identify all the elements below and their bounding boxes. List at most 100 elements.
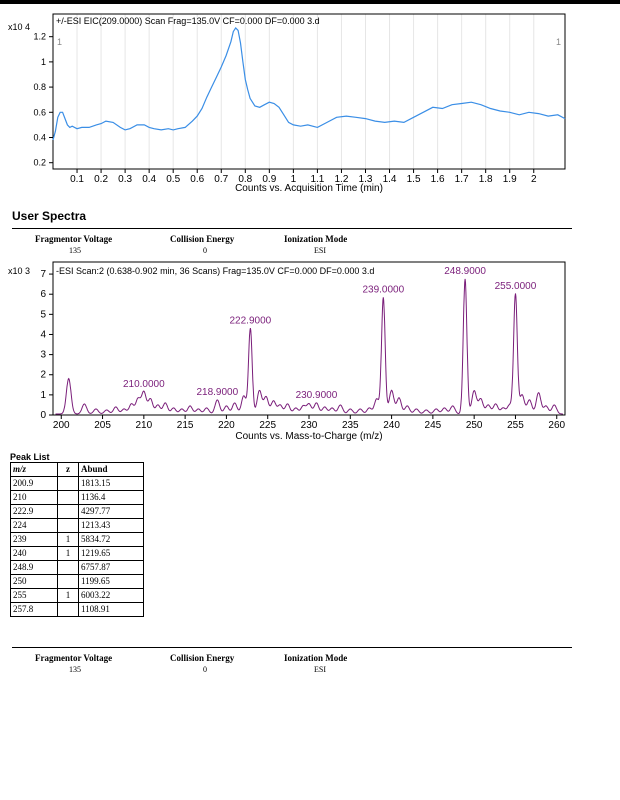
table-row: 250 1199.65 [10,574,144,589]
eic-x-tick-label: 1.9 [503,174,517,185]
cell-mz: 250 [10,574,58,589]
eic-corner-right: 1 [556,37,561,47]
peak-list-table: m/z z Abund 200.9 1813.15 210 1136.4 222.9… [10,462,144,617]
eic-x-tick-label: 1.4 [383,174,397,185]
cell-abund: 1136.4 [78,490,144,505]
cell-abund: 1813.15 [78,476,144,491]
column-header-z: z [57,462,79,477]
eic-x-tick-label: 0.4 [142,174,156,185]
ionization-mode-label-bottom: Ionization Mode [284,653,348,663]
eic-x-tick-label: 0.1 [70,174,84,185]
cell-mz: 200.9 [10,476,58,491]
eic-x-tick-label: 1.2 [334,174,348,185]
eic-y-ticks: 0.2 0.4 0.6 0.8 1 1.2 [33,32,53,168]
spectrum-y-tick-label: 1 [40,390,46,401]
spectrum-trace-line [55,278,563,415]
peak-list-header-row: m/z z Abund [10,462,144,477]
eic-x-tick-label: 1.1 [310,174,324,185]
spectrum-peak-label: 210.0000 [123,379,165,390]
spectrum-x-ticks: 200 205 210 215 220 225 230 235 240 245 250 255 260 [53,415,566,431]
cell-z: 1 [57,532,79,547]
eic-x-axis-label: Counts vs. Acquisition Time (min) [235,183,383,194]
spectrum-x-tick-label: 250 [466,420,483,431]
eic-chart: x10 4 0.20.40.60.811.2 0.1 0.2 0.3 0.4 0.5 0.… [8,13,566,194]
eic-y-tick-label: 0.8 [33,82,46,92]
cell-abund: 6003.22 [78,588,144,603]
ionization-mode-value-bottom: ESI [314,665,326,674]
eic-x-tick-label: 1.6 [431,174,445,185]
cell-abund: 4297.77 [78,504,144,519]
page-top-rule [0,0,620,4]
spectrum-x-tick-label: 205 [94,420,111,431]
spectrum-peak-labels: 210.0000 218.9000 222.9000 230.9000 239.0000… [123,266,537,401]
cell-z [57,490,79,505]
table-row: 255 1 6003.22 [10,588,144,603]
eic-y-tick-label: 0.6 [33,107,46,117]
spectrum-peak-label: 239.0000 [362,285,404,296]
eic-x-tick-label: 0.7 [214,174,228,185]
spectrum-x-tick-label: 245 [425,420,442,431]
cell-z [57,574,79,589]
spectrum-x-axis-label: Counts vs. Mass-to-Charge (m/z) [235,431,382,442]
section-title: User Spectra [12,209,87,223]
eic-x-tick-label: 0.9 [262,174,276,185]
cell-mz: 248.9 [10,560,58,575]
spectrum-y-tick-label: 6 [40,289,46,300]
table-row: 210 1136.4 [10,490,144,505]
eic-corner-left: 1 [57,37,62,47]
ionization-mode-label: Ionization Mode [284,234,348,244]
spectrum-peak-label: 218.9000 [196,387,238,398]
frag-voltage-label-bottom: Fragmentor Voltage [35,653,113,663]
spectrum-scale-label: x10 3 [8,266,30,276]
eic-y-tick-label: 0.2 [33,158,46,168]
eic-y-tick-label: 1 [41,57,46,67]
eic-scale-label: x10 4 [8,22,30,32]
cell-mz: 224 [10,518,58,533]
spectrum-y-tick-label: 2 [40,370,46,381]
section-rule-bottom [12,647,572,648]
spectrum-x-tick-label: 240 [383,420,400,431]
cell-mz: 222.9 [10,504,58,519]
spectrum-x-tick-label: 210 [135,420,152,431]
column-header-abund: Abund [78,462,144,477]
peak-list-title: Peak List [10,452,50,462]
cell-mz: 257.8 [10,602,58,617]
spectrum-peak-label: 230.9000 [296,390,338,401]
spectrum-y-tick-label: 4 [40,329,46,340]
eic-x-tick-label: 0.2 [94,174,108,185]
cell-abund: 1199.65 [78,574,144,589]
spectrum-y-tick-label: 5 [40,309,46,320]
spectrum-peak-label: 248.9000 [444,266,486,277]
eic-x-tick-label: 0.8 [238,174,252,185]
column-header-mz: m/z [10,462,58,477]
spectrum-x-tick-label: 260 [548,420,565,431]
eic-x-tick-label: 0.5 [166,174,180,185]
eic-x-tick-label: 1.5 [407,174,421,185]
cell-abund: 1108.91 [78,602,144,617]
cell-mz: 239 [10,532,58,547]
cell-abund: 6757.87 [78,560,144,575]
spectrum-title: -ESI Scan:2 (0.638-0.902 min, 36 Scans) … [56,266,374,276]
cell-abund: 1219.65 [78,546,144,561]
spectrum-x-tick-label: 200 [53,420,70,431]
cell-mz: 240 [10,546,58,561]
table-row: 224 1213.43 [10,518,144,533]
eic-x-tick-label: 0.6 [190,174,204,185]
spectrum-x-tick-label: 225 [259,420,276,431]
cell-z [57,560,79,575]
cell-mz: 255 [10,588,58,603]
frag-voltage-label: Fragmentor Voltage [35,234,113,244]
table-row: 257.8 1108.91 [10,602,144,617]
table-row: 240 1 1219.65 [10,546,144,561]
spectrum-y-tick-label: 3 [40,350,46,361]
spectrum-y-tick-label: 0 [40,410,46,421]
eic-x-tick-label: 1 [291,174,297,185]
frag-voltage-value-bottom: 135 [69,665,81,674]
collision-energy-value-bottom: 0 [203,665,207,674]
eic-x-tick-label: 1.3 [359,174,373,185]
eic-x-tick-label: 0.3 [118,174,132,185]
eic-plot-frame [52,13,566,170]
eic-trace-line [52,26,566,141]
eic-x-tick-label: 1.8 [479,174,493,185]
